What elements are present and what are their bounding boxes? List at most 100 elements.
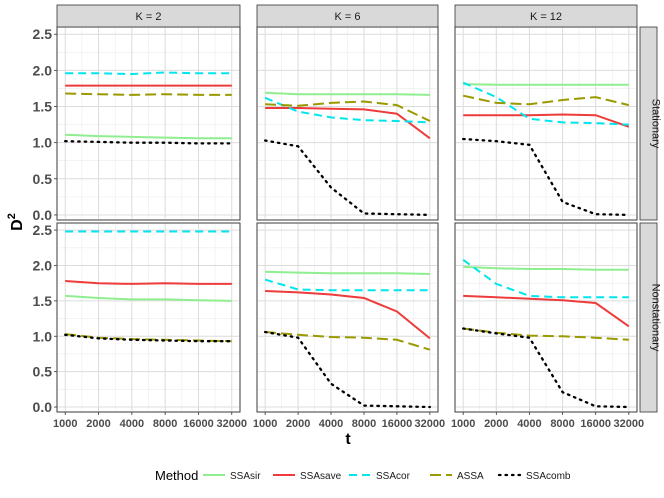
series-line-ssasir xyxy=(463,265,629,271)
strip-nonstationary: Nonstationary xyxy=(639,222,662,413)
series-line-ssacomb xyxy=(462,327,630,409)
x-tick-label: 16000 xyxy=(183,418,214,430)
legend-label: SSAcor xyxy=(376,471,411,482)
strip-label: Nonstationary xyxy=(650,284,662,352)
panel-stationary-k-6 xyxy=(256,26,439,221)
series-line-ssacomb xyxy=(263,139,432,217)
series-line-ssacor xyxy=(462,81,629,126)
legend-label: SSAsir xyxy=(230,471,261,482)
strip-label: Stationary xyxy=(650,99,662,149)
panel-nonstationary-k-2 xyxy=(56,222,241,413)
y-axis: 0.00.51.01.52.02.50.00.51.01.52.02.5 xyxy=(33,26,57,415)
series-line-ssasir xyxy=(265,91,430,96)
x-tick-label: 32000 xyxy=(614,418,645,430)
series-line-ssasir xyxy=(65,133,232,140)
legend-title: Method xyxy=(155,468,198,483)
series-line-ssacor xyxy=(264,278,430,292)
series-line-assa xyxy=(462,94,630,107)
x-tick-label: 1000 xyxy=(53,418,77,430)
x-tick-label: 16000 xyxy=(382,418,413,430)
strip-stationary: Stationary xyxy=(639,26,662,221)
legend-label: ASSA xyxy=(457,471,484,482)
strip-background xyxy=(639,26,658,221)
legend-item-ssacor: SSAcor xyxy=(349,471,411,482)
series-line-ssasave xyxy=(65,280,232,285)
legend-item-ssasave: SSAsave xyxy=(273,471,342,482)
y-tick-label: 2.5 xyxy=(33,222,53,238)
series-line-ssacor xyxy=(65,71,232,76)
series-line-assa xyxy=(65,92,232,96)
y-tick-label: 1.5 xyxy=(33,293,53,309)
series-line-ssasave xyxy=(463,294,630,328)
panel-border xyxy=(256,222,439,413)
x-tick-label: 1000 xyxy=(451,418,475,430)
y-tick-label: 2.5 xyxy=(33,26,53,42)
strip-background xyxy=(454,4,638,28)
y-axis-title: D2 xyxy=(6,213,26,231)
x-tick-label: 16000 xyxy=(580,418,611,430)
series-line-ssasave xyxy=(265,290,431,340)
strip-label: K = 6 xyxy=(335,11,361,23)
legend-label: SSAsave xyxy=(300,471,342,482)
legend-item-assa: ASSA xyxy=(430,471,484,482)
x-tick-label: 2000 xyxy=(484,418,508,430)
x-tick-label: 4000 xyxy=(120,418,144,430)
series-line-ssacomb xyxy=(462,137,630,217)
y-axis-title-base: D xyxy=(9,219,26,231)
y-tick-label: 0.5 xyxy=(33,171,53,187)
strip-k-2: K = 2 xyxy=(56,4,241,28)
x-tick-label: 4000 xyxy=(319,418,343,430)
y-tick-label: 1.0 xyxy=(33,135,53,151)
x-tick-label: 2000 xyxy=(86,418,110,430)
series-line-ssasave xyxy=(265,107,431,140)
legend-label: SSAcomb xyxy=(526,471,571,482)
y-tick-label: 0.0 xyxy=(33,207,53,223)
strip-k-12: K = 12 xyxy=(454,4,638,28)
series-line-ssacor xyxy=(264,96,430,124)
panel-stationary-k-2 xyxy=(56,26,241,221)
panel-nonstationary-k-6 xyxy=(256,222,439,413)
legend-item-ssasir: SSAsir xyxy=(203,471,261,482)
series-line-assa xyxy=(265,331,431,351)
series-line-assa xyxy=(65,333,232,343)
strip-k-6: K = 6 xyxy=(256,4,439,28)
series-line-assa xyxy=(265,100,431,122)
x-axis-title: t xyxy=(345,431,351,448)
strip-label: K = 12 xyxy=(530,11,562,23)
x-axis: 1000 2000 4000 8000 16000 32000 1000 2000 4000 80… xyxy=(53,412,644,430)
series-line-ssacomb xyxy=(263,330,432,409)
strip-background xyxy=(639,222,658,413)
series-line-assa xyxy=(463,327,629,341)
panel-nonstationary-k-12 xyxy=(454,222,638,413)
series-line-ssacomb xyxy=(64,333,233,343)
panels-layer xyxy=(56,26,638,413)
series-line-ssasir xyxy=(463,83,629,86)
y-tick-label: 2.0 xyxy=(33,257,53,273)
panel-border xyxy=(56,222,241,413)
strip-label: K = 2 xyxy=(136,11,162,23)
x-tick-label: 1000 xyxy=(253,418,277,430)
y-axis-title-sup: 2 xyxy=(6,213,18,219)
x-tick-label: 8000 xyxy=(153,418,177,430)
series-line-ssasir xyxy=(65,294,232,302)
y-tick-label: 0.5 xyxy=(33,364,53,380)
y-tick-label: 0.0 xyxy=(33,399,53,415)
panel-stationary-k-12 xyxy=(454,26,638,221)
x-tick-label: 32000 xyxy=(216,418,247,430)
y-tick-label: 1.5 xyxy=(33,99,53,115)
panel-border xyxy=(454,222,638,413)
x-tick-label: 8000 xyxy=(550,418,574,430)
y-tick-label: 2.0 xyxy=(33,62,53,78)
x-tick-label: 4000 xyxy=(517,418,541,430)
series-line-ssacor xyxy=(462,258,629,299)
x-tick-label: 32000 xyxy=(415,418,446,430)
legend: Method SSAsir SSAsave SSAcor ASSA SSAcomb xyxy=(155,468,571,483)
strip-background xyxy=(56,4,241,28)
series-line-ssasave xyxy=(463,113,630,128)
series-line-ssacomb xyxy=(64,140,233,145)
strip-background xyxy=(256,4,439,28)
legend-item-ssacomb: SSAcomb xyxy=(497,471,571,482)
strips-layer: K = 2 K = 6 K = 12 Stationary Nonstationary xyxy=(56,4,662,413)
x-tick-label: 2000 xyxy=(286,418,310,430)
